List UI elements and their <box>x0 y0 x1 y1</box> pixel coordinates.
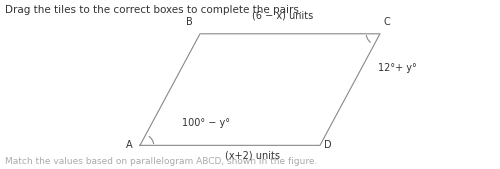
Text: (6 − x) units: (6 − x) units <box>252 10 313 20</box>
Text: 12°+ y°: 12°+ y° <box>378 63 416 73</box>
Text: D: D <box>324 140 332 150</box>
Text: C: C <box>384 17 391 27</box>
Text: A: A <box>126 140 132 150</box>
Text: (x+2) units: (x+2) units <box>225 151 280 161</box>
Text: Match the values based on parallelogram ABCD, shown in the figure.: Match the values based on parallelogram … <box>5 157 318 166</box>
Text: B: B <box>186 17 192 27</box>
Text: 100° − y°: 100° − y° <box>182 118 230 128</box>
Text: Drag the tiles to the correct boxes to complete the pairs.: Drag the tiles to the correct boxes to c… <box>5 5 302 15</box>
